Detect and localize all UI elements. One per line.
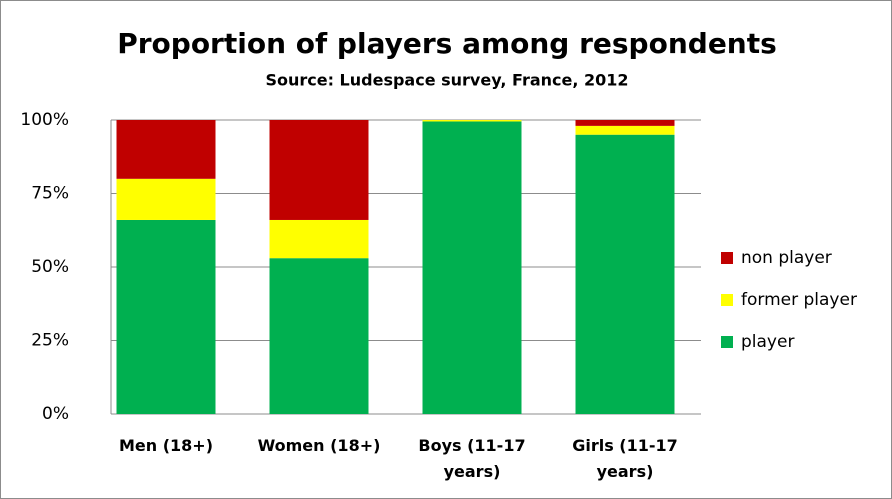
bar-segment <box>575 125 675 135</box>
y-tick-label: 75% <box>31 184 69 204</box>
legend-label: non player <box>741 248 832 268</box>
x-tick-label: Girls (11-17 years) <box>572 436 678 481</box>
y-tick-label: 100% <box>20 110 69 130</box>
x-tick-label: Women (18+) <box>257 436 381 455</box>
legend-swatch <box>721 294 733 306</box>
bar-segment <box>116 120 216 179</box>
bar-segment <box>269 219 369 259</box>
bar-segment <box>575 134 675 414</box>
bar-segment <box>575 120 675 126</box>
chart-title: Proportion of players among respondents <box>117 27 777 60</box>
chart-subtitle: Source: Ludespace survey, France, 2012 <box>265 71 628 90</box>
y-tick-label: 50% <box>31 257 69 277</box>
legend-label: player <box>741 332 794 352</box>
bar-segment <box>269 120 369 220</box>
bar-segment <box>116 178 216 220</box>
bar-segment <box>116 219 216 414</box>
legend-label: former player <box>741 290 857 310</box>
x-tick-label: Boys (11-17 years) <box>418 436 526 481</box>
legend-swatch <box>721 252 733 264</box>
legend-swatch <box>721 336 733 348</box>
bar-segment <box>422 121 522 414</box>
y-tick-label: 25% <box>31 331 69 351</box>
y-tick-label: 0% <box>42 404 69 424</box>
bar-segment <box>422 120 522 122</box>
x-tick-label: Men (18+) <box>118 436 214 455</box>
bar-segment <box>269 258 369 414</box>
